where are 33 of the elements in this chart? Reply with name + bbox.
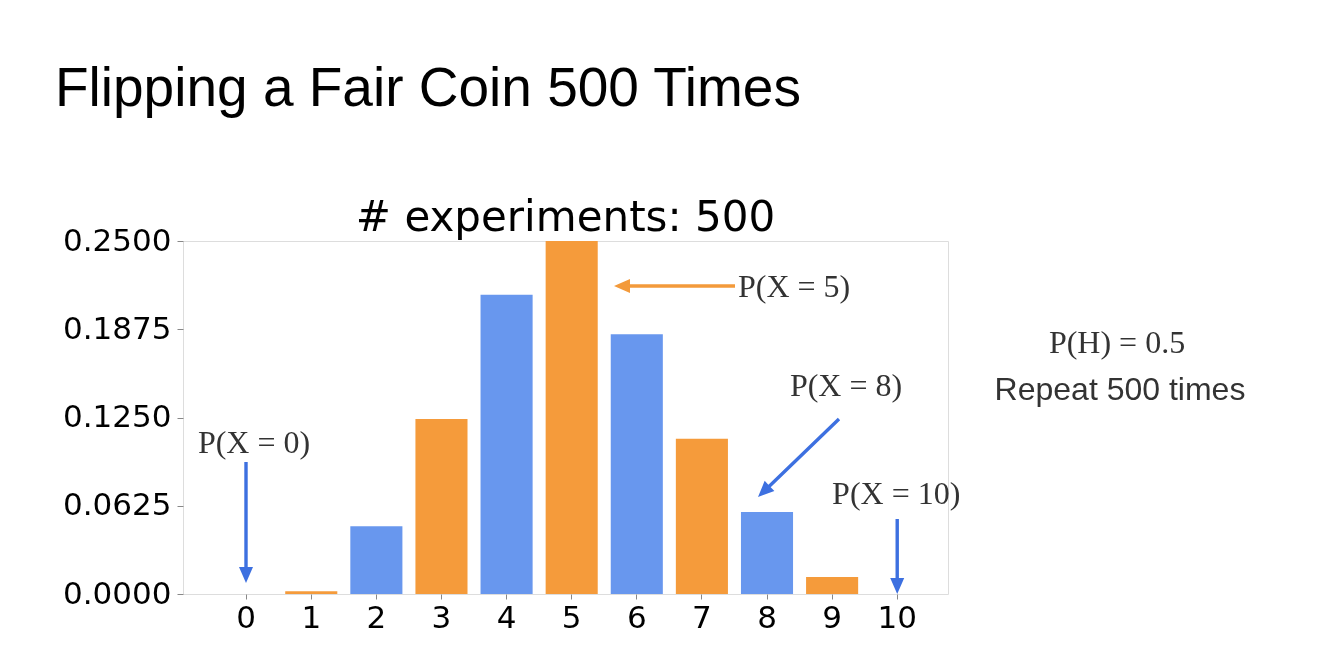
bar xyxy=(285,591,338,594)
bar xyxy=(415,418,468,594)
bar xyxy=(545,241,598,594)
x-tick-label: 6 xyxy=(626,598,647,635)
x-tick-label: 3 xyxy=(431,598,452,635)
annotation: P(X = 0) xyxy=(197,424,311,460)
bar xyxy=(480,294,533,594)
x-tick-label: 1 xyxy=(301,598,322,635)
bar xyxy=(675,438,728,594)
bar xyxy=(350,526,403,594)
bar xyxy=(740,512,794,594)
y-tick-label: 0.2500 xyxy=(63,221,172,258)
annotation: P(X = 10) xyxy=(832,475,961,511)
text: P(H) = 0.5 xyxy=(1048,324,1186,360)
annotation: P(X = 5) xyxy=(738,268,851,304)
chart-title: Flipping a Fair Coin 500 Times xyxy=(55,56,801,118)
y-tick-label: 0.0625 xyxy=(63,486,172,523)
x-tick-label: 7 xyxy=(692,598,712,635)
chart-subtitle: # experiments: 500 xyxy=(355,192,776,241)
y-tick-label: 0.0000 xyxy=(63,574,172,611)
x-tick-label: 10 xyxy=(877,598,917,635)
bar xyxy=(806,577,859,594)
y-tick-label: 0.1250 xyxy=(63,398,172,434)
text: Repeat 500 times xyxy=(994,371,1246,407)
x-tick-label: 5 xyxy=(561,598,582,635)
x-tick-label: 8 xyxy=(757,598,777,635)
x-tick-label: 2 xyxy=(366,598,387,635)
x-tick-label: 9 xyxy=(822,598,842,635)
y-tick-label: 0.1875 xyxy=(63,309,172,346)
x-tick-label: 0 xyxy=(236,598,257,635)
annotation: P(X = 8) xyxy=(789,367,903,403)
x-tick-label: 4 xyxy=(496,598,517,635)
bar xyxy=(610,334,663,594)
